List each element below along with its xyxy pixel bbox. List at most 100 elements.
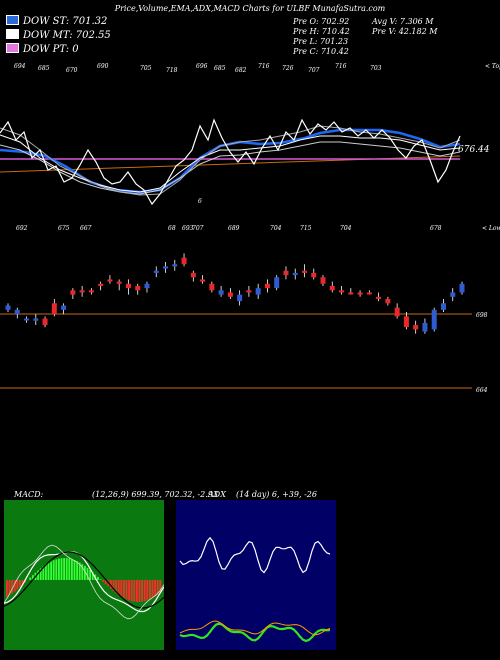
adx-background bbox=[176, 500, 336, 650]
macd-histogram-bar bbox=[104, 580, 107, 585]
macd-histogram-bar bbox=[151, 580, 154, 598]
macd-histogram-bar bbox=[130, 580, 133, 602]
candle-body bbox=[98, 283, 104, 286]
candle-body bbox=[5, 305, 11, 310]
middle-tick-label: 704 bbox=[340, 225, 352, 232]
upper-tick-label: 685 bbox=[214, 65, 226, 72]
prev-high: Pre H: 710.42 bbox=[293, 27, 350, 36]
adx-di-line bbox=[179, 536, 331, 574]
macd-histogram-bar bbox=[84, 565, 86, 580]
macd-panel bbox=[4, 500, 164, 650]
macd-histogram-bar bbox=[149, 580, 151, 600]
legend-swatch-pt bbox=[6, 43, 19, 53]
macd-label: MACD: bbox=[14, 490, 44, 499]
legend-label-st: DOW ST: bbox=[23, 16, 70, 27]
adx-values: (14 day) 6, +39, -26 bbox=[236, 490, 317, 499]
candle-body bbox=[264, 283, 270, 289]
adx-green-line bbox=[179, 622, 331, 643]
middle-price-label: 664 bbox=[476, 387, 488, 394]
candle-body bbox=[394, 307, 400, 317]
upper-corner-label: < Tops bbox=[485, 63, 500, 70]
macd-histogram-bar bbox=[16, 580, 19, 590]
legend-st: DOW ST: 701.32 bbox=[6, 15, 107, 27]
candle-body bbox=[116, 281, 122, 284]
legend-label-pt: DOW PT: bbox=[23, 44, 70, 55]
macd-histogram-bar bbox=[125, 580, 128, 600]
upper-price-label: 676.44 bbox=[458, 145, 490, 155]
upper-tick-label: 716 bbox=[335, 63, 347, 70]
middle-tick-label: 68 bbox=[168, 225, 176, 232]
macd-signal-line bbox=[4, 551, 164, 609]
upper-tick-label: 694 bbox=[14, 63, 26, 70]
legend-value-pt: 0 bbox=[72, 44, 79, 55]
macd-histogram-bar bbox=[50, 561, 52, 580]
candle-body bbox=[42, 318, 48, 326]
macd-histogram-bar bbox=[76, 561, 78, 580]
macd-histogram-bar bbox=[55, 559, 58, 580]
candle-body bbox=[181, 257, 187, 265]
candle-body bbox=[413, 325, 419, 330]
prev-open: Pre O: 702.92 bbox=[293, 17, 350, 26]
candle-body bbox=[422, 322, 428, 332]
macd-histogram-bar bbox=[141, 580, 143, 602]
middle-tick-label: 692 bbox=[16, 225, 28, 232]
candle-body bbox=[237, 294, 243, 302]
macd-histogram-bar bbox=[120, 580, 123, 597]
middle-tick-label: 678 bbox=[430, 225, 442, 232]
candle-body bbox=[135, 285, 141, 291]
macd-histogram-bar bbox=[112, 580, 115, 592]
prev-volume: Pre V: 42.182 M bbox=[372, 27, 438, 36]
macd-histogram-bar bbox=[91, 572, 94, 580]
candle-body bbox=[255, 288, 261, 295]
macd-histogram-bar bbox=[143, 580, 146, 602]
candle-body bbox=[153, 270, 159, 273]
upper-tick-label: 705 bbox=[140, 65, 152, 72]
macd-histogram-bar bbox=[60, 558, 63, 580]
adx-label: ADX bbox=[208, 490, 226, 499]
macd-histogram-bar bbox=[13, 580, 16, 592]
candle-body bbox=[218, 290, 224, 295]
candle-body bbox=[385, 298, 391, 304]
prev-close: Pre C: 710.42 bbox=[293, 47, 349, 56]
macd-histogram-bar bbox=[128, 580, 130, 601]
upper-tick-label: 703 bbox=[370, 65, 382, 72]
upper-tick-label: 716 bbox=[258, 63, 270, 70]
candle-body bbox=[190, 272, 196, 278]
macd-histogram-bar bbox=[52, 560, 55, 580]
macd-histogram-bar bbox=[71, 559, 73, 580]
candle-body bbox=[348, 292, 354, 295]
macd-histogram-bar bbox=[159, 580, 162, 593]
candle-body bbox=[357, 292, 363, 295]
macd-histogram-bar bbox=[117, 580, 120, 595]
macd-histogram-bar bbox=[47, 562, 50, 580]
upper-tick-label: 696 bbox=[196, 63, 208, 70]
candle-body bbox=[403, 316, 409, 328]
prev-low: Pre L: 701.23 bbox=[293, 37, 349, 46]
upper-tick-label: 682 bbox=[235, 67, 247, 74]
macd-histogram-bar bbox=[37, 570, 39, 580]
macd-histogram-bar bbox=[21, 580, 24, 585]
macd-histogram-bar bbox=[39, 568, 42, 580]
candle-body bbox=[283, 270, 289, 276]
macd-histogram-bar bbox=[42, 566, 45, 580]
macd-histogram-bar bbox=[99, 579, 102, 580]
candle-body bbox=[246, 290, 252, 293]
upper-tick-label: 690 bbox=[97, 63, 109, 70]
candle-body bbox=[311, 272, 317, 278]
upper-panel: < Tops 694 685 670 690 705 718 696 685 682 716 726 7… bbox=[0, 63, 500, 206]
candle-body bbox=[14, 309, 20, 315]
upper-tick-label: 726 bbox=[282, 65, 294, 72]
legend-swatch-st bbox=[6, 15, 19, 25]
macd-histogram-bar bbox=[138, 580, 141, 602]
upper-tick-label: 718 bbox=[166, 67, 178, 74]
candle-body bbox=[274, 277, 280, 289]
macd-histogram-bar bbox=[115, 580, 117, 594]
candle-body bbox=[301, 270, 307, 273]
legend-value-st: 701.32 bbox=[72, 16, 108, 27]
macd-histogram-bar bbox=[81, 564, 84, 580]
macd-histogram-bar bbox=[123, 580, 125, 599]
middle-tick-label: 675 bbox=[58, 225, 70, 232]
